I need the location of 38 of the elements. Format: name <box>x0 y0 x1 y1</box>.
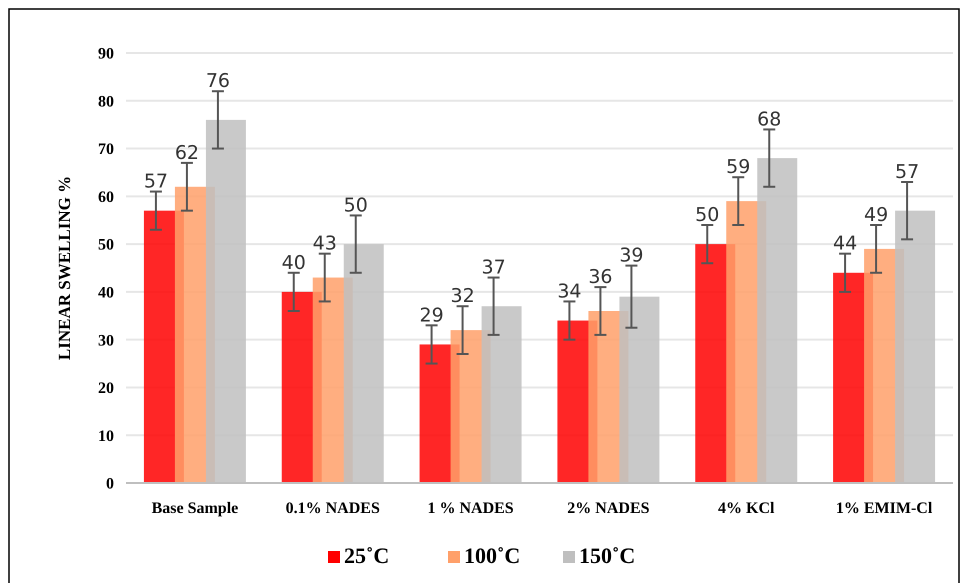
y-tick-label: 0 <box>106 476 114 493</box>
data-label: 40 <box>282 252 306 274</box>
data-label: 50 <box>695 204 720 226</box>
y-tick-label: 50 <box>98 236 114 254</box>
data-label: 44 <box>832 232 858 255</box>
x-tick-label: 4% KCl <box>718 500 776 517</box>
data-label: 57 <box>144 170 168 193</box>
legend-label: 25˚C <box>344 543 390 568</box>
data-label: 49 <box>864 204 888 226</box>
y-tick-label: 80 <box>98 93 114 110</box>
data-label: 68 <box>757 108 782 130</box>
x-tick-label: 1 % NADES <box>427 500 514 517</box>
y-tick-label: 10 <box>98 428 114 445</box>
legend-label: 150˚C <box>579 543 636 568</box>
y-tick-label: 40 <box>98 284 114 302</box>
data-label: 39 <box>619 244 644 267</box>
data-label: 34 <box>557 280 582 302</box>
data-label: 36 <box>588 266 613 288</box>
data-label: 59 <box>726 156 750 178</box>
x-tick-label: Base Sample <box>152 500 238 517</box>
data-label: 29 <box>419 304 444 326</box>
y-tick-label: 30 <box>98 332 114 350</box>
x-tick-label: 2% NADES <box>567 500 650 517</box>
data-label: 57 <box>894 161 920 183</box>
y-axis-title: LINEAR SWELLING % <box>55 176 74 360</box>
y-tick-label: 90 <box>98 46 114 63</box>
x-tick-label: 0.1% NADES <box>286 500 380 517</box>
y-tick-label: 60 <box>98 188 114 206</box>
y-tick-label: 20 <box>98 380 114 398</box>
legend-label: 100˚C <box>464 543 520 568</box>
data-label: 50 <box>344 194 368 216</box>
data-label: 32 <box>450 285 475 308</box>
y-tick-label: 70 <box>98 141 114 158</box>
x-tick-label: 1% EMIM-Cl <box>836 500 933 517</box>
data-label: 76 <box>206 70 230 92</box>
data-label: 43 <box>312 232 337 255</box>
data-label: 62 <box>174 142 200 164</box>
data-label: 37 <box>481 256 506 279</box>
